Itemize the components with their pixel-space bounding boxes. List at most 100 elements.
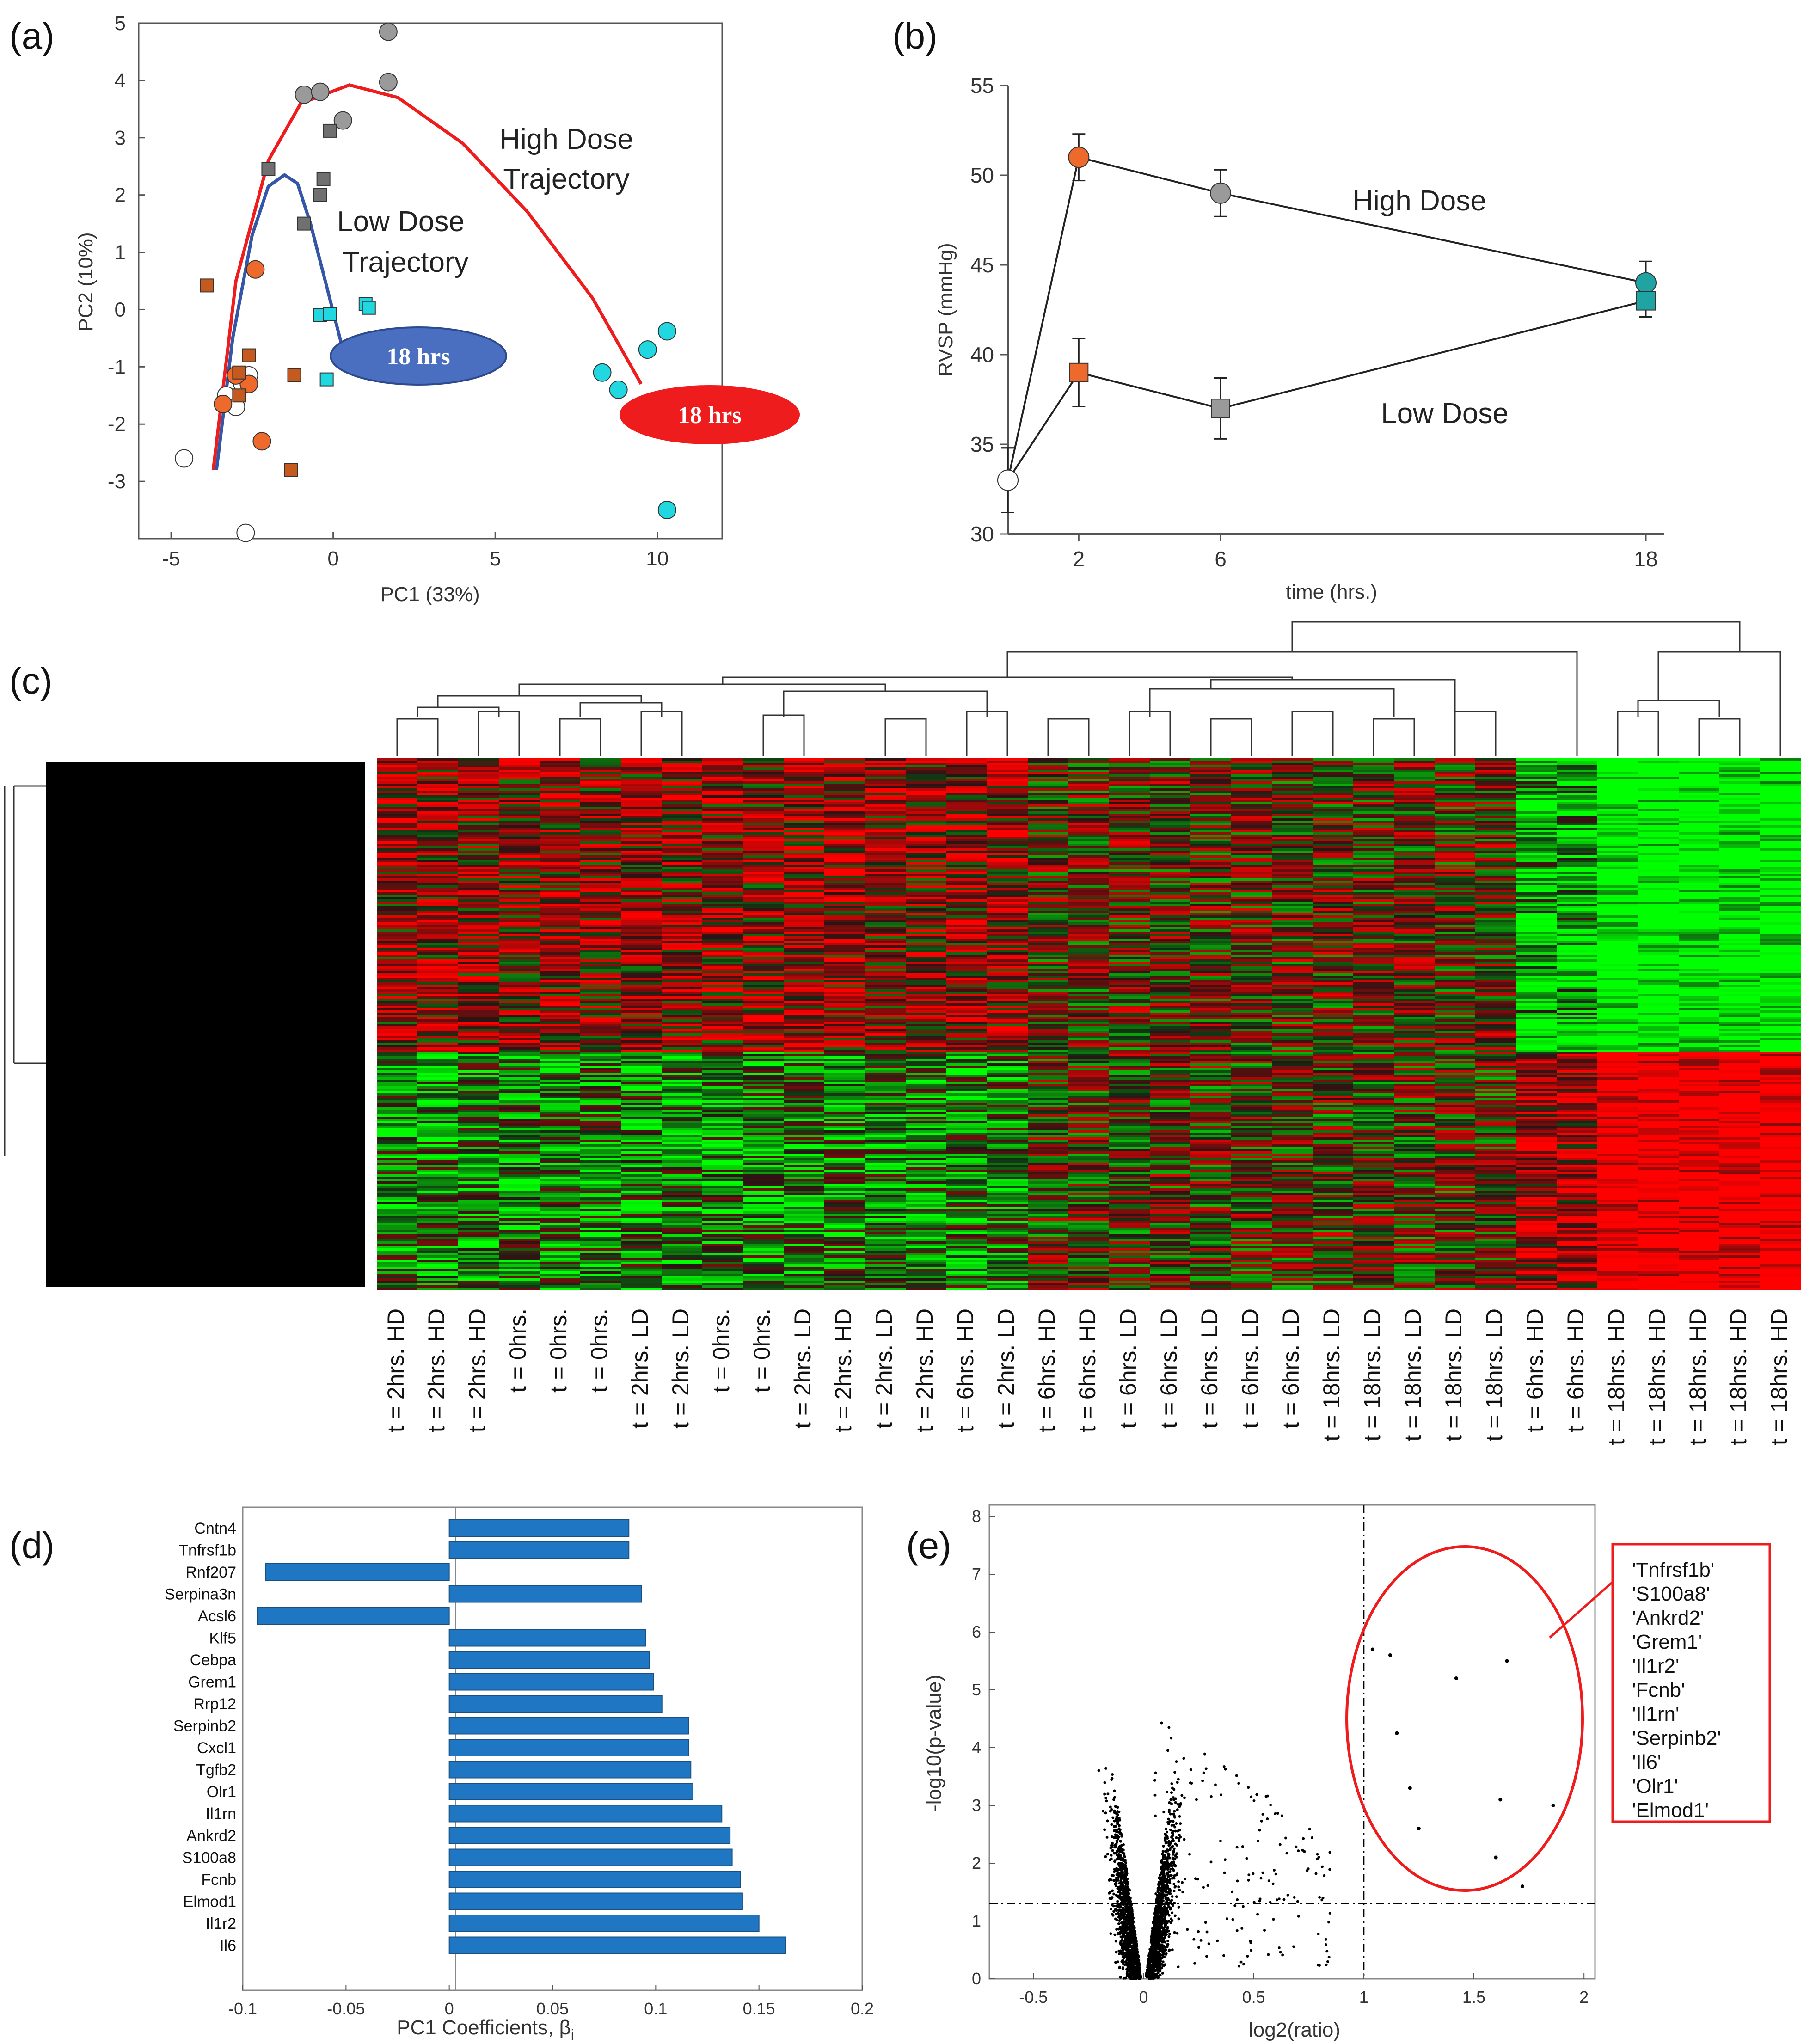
heatmap-cell [865, 1288, 906, 1290]
heatmap-cell [580, 892, 621, 895]
heatmap-cell [702, 804, 743, 807]
heatmap-cell [1109, 876, 1150, 879]
heatmap-cell [702, 962, 743, 964]
heatmap-cell [824, 1167, 865, 1170]
heatmap-cell [621, 941, 662, 944]
heatmap-cell [662, 1013, 703, 1015]
heatmap-cell [784, 788, 825, 791]
heatmap-cell [1028, 851, 1069, 853]
pca-point-square [232, 388, 246, 403]
panel-a-y-tick-label: -1 [108, 356, 126, 378]
heatmap-cell [946, 1019, 988, 1022]
heatmap-cell [580, 973, 621, 976]
heatmap-cell [1150, 908, 1191, 911]
heatmap-cell [906, 1251, 947, 1253]
heatmap-cell [1109, 1283, 1150, 1286]
heatmap-cell [987, 1105, 1028, 1108]
heatmap-cell [743, 1163, 784, 1166]
heatmap-cell [1109, 1107, 1150, 1110]
heatmap-cell [987, 869, 1028, 872]
heatmap-cell [1068, 1015, 1110, 1018]
heatmap-cell [499, 804, 540, 807]
heatmap-cell [458, 786, 499, 789]
heatmap-cell [540, 922, 581, 925]
heatmap-cell [906, 1024, 947, 1027]
heatmap-cell [824, 867, 865, 870]
heatmap-cell [540, 1149, 581, 1152]
heatmap-cell [540, 825, 581, 828]
heatmap-cell [784, 869, 825, 872]
heatmap-cell [702, 846, 743, 849]
heatmap-cell [824, 823, 865, 826]
heatmap-cell [1150, 1061, 1191, 1064]
heatmap-cell [662, 1003, 703, 1006]
heatmap-cell [824, 1239, 865, 1242]
heatmap-cell [987, 1177, 1028, 1179]
heatmap-cell [865, 853, 906, 856]
heatmap-cell [1068, 1003, 1110, 1006]
heatmap-cell [743, 1269, 784, 1272]
heatmap-cell [499, 809, 540, 812]
heatmap-cell [540, 1033, 581, 1036]
heatmap-cell [906, 969, 947, 971]
heatmap-cell [540, 784, 581, 786]
heatmap-cell [377, 973, 418, 976]
heatmap-cell [1109, 1151, 1150, 1154]
heatmap-cell [824, 1285, 865, 1288]
heatmap-cell [621, 1260, 662, 1263]
heatmap-cell [946, 994, 988, 997]
heatmap-cell [417, 860, 459, 863]
heatmap-cell [1028, 1082, 1069, 1085]
heatmap-cell [1190, 763, 1232, 766]
heatmap-cell [662, 848, 703, 851]
heatmap-cell [377, 934, 418, 937]
heatmap-cell [580, 1121, 621, 1124]
heatmap-cell [865, 1047, 906, 1050]
heatmap-cell [743, 1123, 784, 1126]
heatmap-cell [621, 895, 662, 897]
heatmap-cell [824, 1271, 865, 1274]
heatmap-cell [702, 1251, 743, 1253]
heatmap-cell [1068, 1264, 1110, 1267]
heatmap-cell [1068, 1033, 1110, 1036]
heatmap-cell [702, 1045, 743, 1048]
heatmap-cell [417, 788, 459, 791]
heatmap-cell [987, 1232, 1028, 1235]
heatmap-cell [377, 1029, 418, 1031]
heatmap-cell [946, 1100, 988, 1103]
heatmap-cell [743, 1195, 784, 1198]
heatmap-cell [1150, 1105, 1191, 1108]
heatmap-cell [987, 1241, 1028, 1244]
heatmap-cell [1068, 976, 1110, 978]
heatmap-cell [417, 1117, 459, 1119]
heatmap-cell [1190, 950, 1232, 953]
heatmap-cell [1190, 1080, 1232, 1082]
heatmap-cell [743, 1167, 784, 1170]
heatmap-cell [1190, 1181, 1232, 1184]
dendrogram-link [478, 711, 520, 756]
heatmap-cell [1190, 911, 1232, 914]
heatmap-cell [417, 1184, 459, 1186]
heatmap-cell [580, 915, 621, 918]
heatmap-cell [417, 1133, 459, 1136]
heatmap-cell [580, 948, 621, 951]
heatmap-cell [946, 1216, 988, 1219]
heatmap-cell [906, 1082, 947, 1085]
heatmap-cell [621, 1262, 662, 1265]
heatmap-cell [1109, 809, 1150, 812]
heatmap-cell [702, 793, 743, 796]
heatmap-cell [377, 1214, 418, 1216]
heatmap-cell [784, 816, 825, 819]
heatmap-cell [906, 1033, 947, 1036]
heatmap-cell [865, 1050, 906, 1052]
heatmap-cell [1028, 1278, 1069, 1281]
dendrogram-link [579, 702, 663, 717]
heatmap-cell [702, 941, 743, 944]
heatmap-cell [1109, 1184, 1150, 1186]
heatmap-cell [499, 1234, 540, 1237]
heatmap-cell [784, 800, 825, 803]
dendrogram-link [396, 718, 439, 756]
heatmap-cell [865, 1126, 906, 1129]
heatmap-cell [824, 804, 865, 807]
heatmap-cell [540, 1096, 581, 1099]
